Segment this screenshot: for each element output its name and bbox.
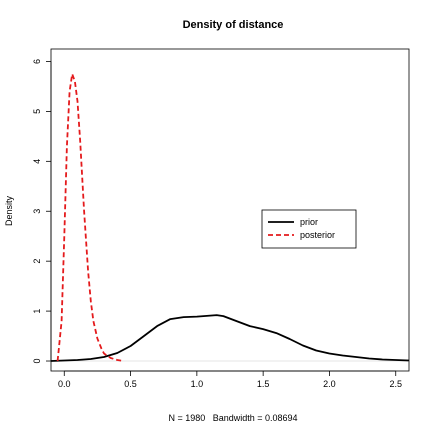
y-tick-label: 6 bbox=[32, 59, 42, 64]
x-tick-label: 2.5 bbox=[389, 379, 402, 389]
x-tick-label: 1.0 bbox=[191, 379, 204, 389]
x-tick-label: 1.5 bbox=[257, 379, 270, 389]
y-axis-label: Density bbox=[4, 195, 14, 226]
y-tick-label: 1 bbox=[32, 309, 42, 314]
legend-box bbox=[261, 209, 357, 249]
series-line-prior bbox=[50, 314, 410, 362]
y-tick-label: 3 bbox=[32, 209, 42, 214]
x-axis: 0.0 0.5 1.0 1.5 2.0 2.5 bbox=[58, 370, 402, 389]
series-layer bbox=[50, 73, 410, 362]
chart-title: Density of distance bbox=[183, 19, 284, 31]
y-axis: 0 1 2 3 4 5 6 bbox=[32, 59, 52, 364]
y-tick-label: 5 bbox=[32, 109, 42, 114]
series-line-posterior bbox=[56, 73, 125, 362]
legend-label-prior: prior bbox=[300, 217, 318, 227]
x-tick-label: 2.0 bbox=[323, 379, 336, 389]
legend: prior posterior bbox=[261, 209, 357, 249]
y-tick-label: 4 bbox=[32, 159, 42, 164]
x-tick-label: 0.0 bbox=[58, 379, 71, 389]
y-tick-label: 2 bbox=[32, 259, 42, 264]
y-tick-label: 0 bbox=[32, 359, 42, 364]
x-axis-label: N = 1980 Bandwidth = 0.08694 bbox=[168, 413, 297, 423]
legend-label-posterior: posterior bbox=[300, 230, 335, 240]
x-tick-label: 0.5 bbox=[124, 379, 137, 389]
